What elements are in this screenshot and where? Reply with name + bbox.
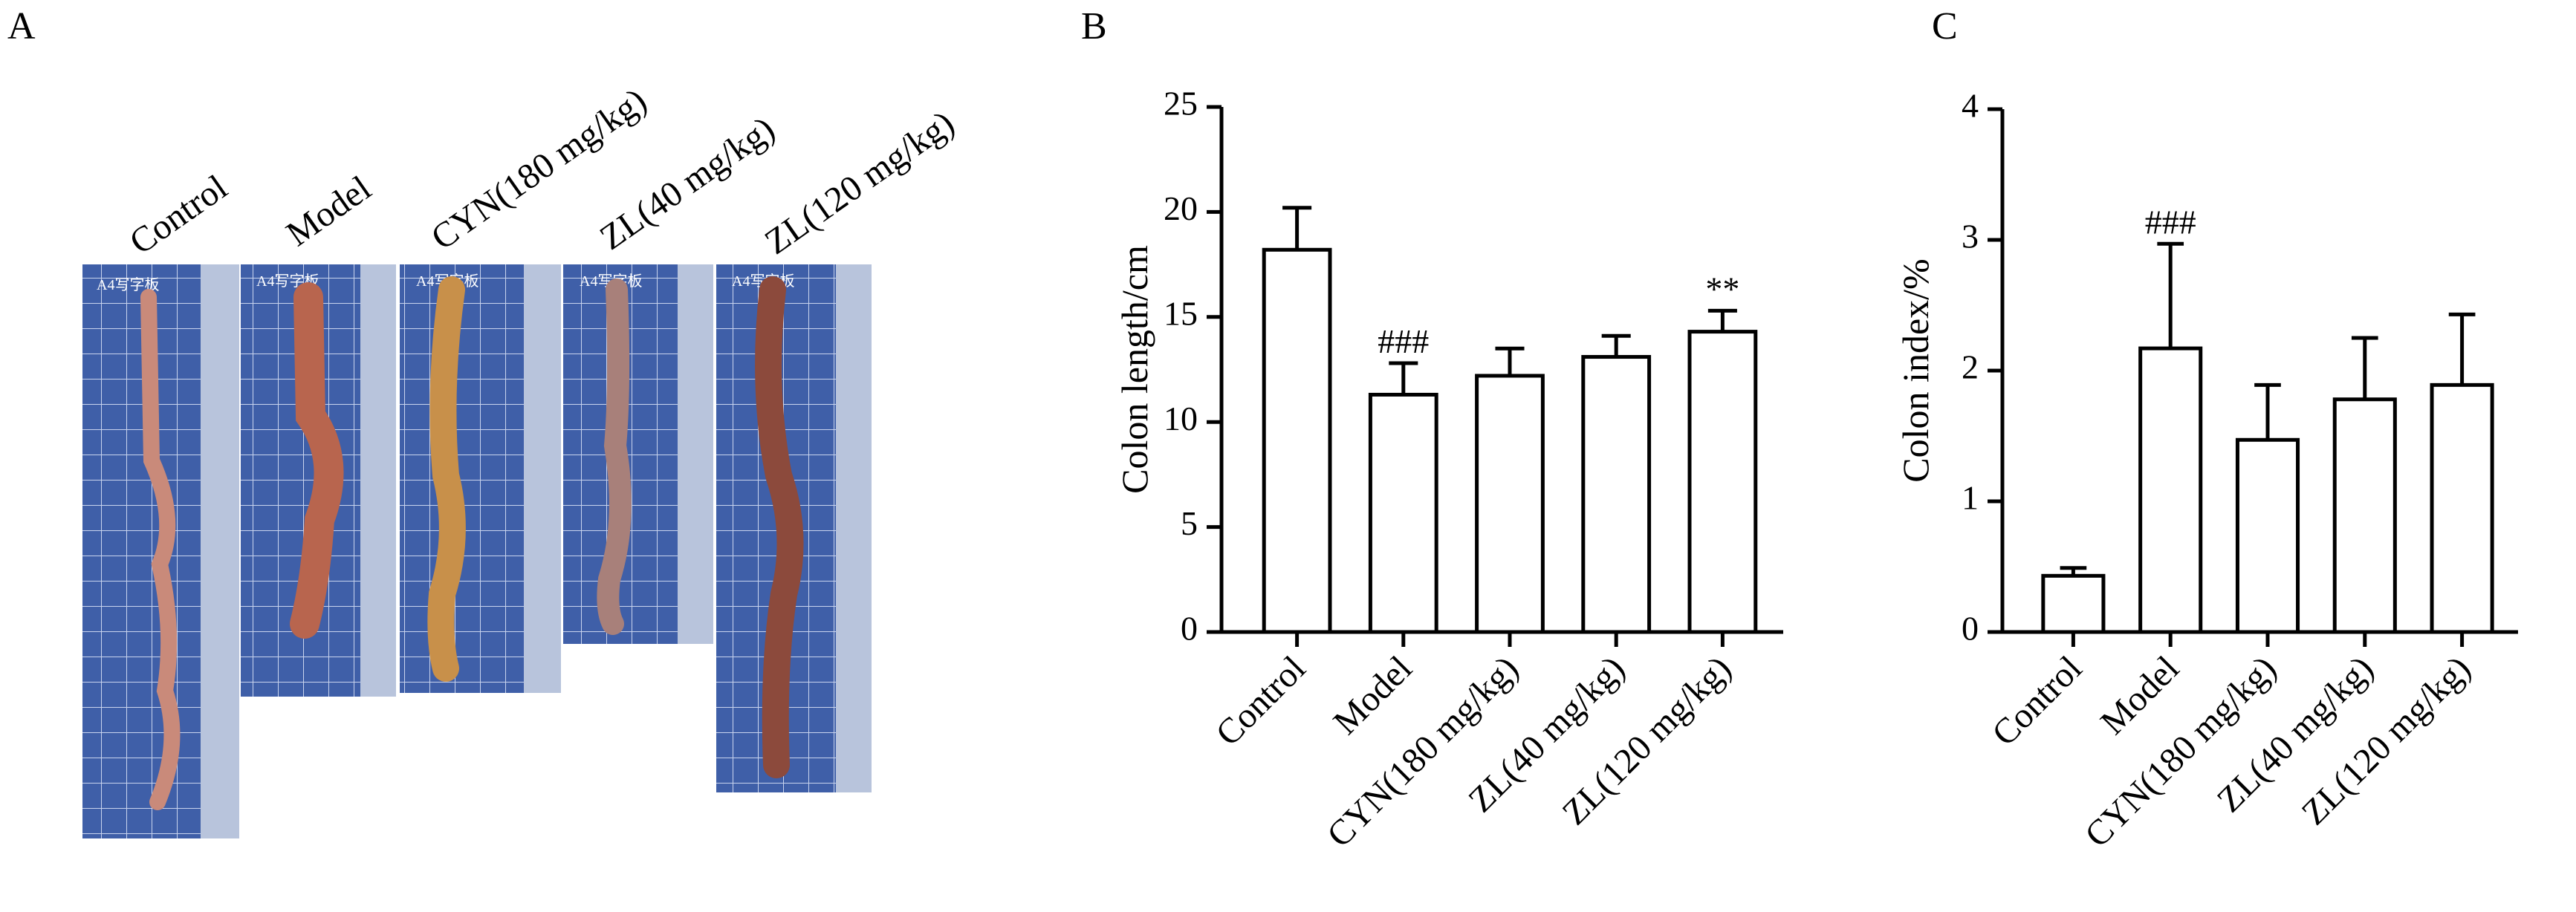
bar: [2235, 437, 2300, 634]
x-tick-label: Control: [1985, 648, 2089, 753]
photo-panel: A4写字板 A4写字板 A4写字板 A4写字板 A4写字板: [82, 264, 872, 838]
sample-label: ZL(120 mg/kg): [758, 103, 961, 262]
panel-label: A: [7, 5, 36, 48]
y-tick-label: 20: [1164, 189, 1198, 227]
y-tick-label: 4: [1962, 87, 1979, 125]
bar: [1687, 330, 1758, 634]
x-tick-label: Model: [2093, 648, 2187, 742]
bar: [1475, 374, 1545, 634]
bar: [1368, 392, 1438, 634]
bar: [1262, 247, 1332, 634]
y-tick-label: 0: [1962, 610, 1979, 648]
y-tick-label: 3: [1962, 218, 1979, 255]
x-tick-label: CYN(180 mg/kg): [1320, 648, 1526, 855]
panel-label: B: [1081, 5, 1107, 48]
bar: [1581, 355, 1652, 634]
x-tick-label: Model: [1326, 648, 1419, 742]
photo: A4写字板: [716, 264, 872, 792]
significance-label: **: [1705, 270, 1739, 307]
photo: A4写字板: [241, 264, 396, 697]
significance-label: ###: [1378, 322, 1429, 360]
panel-label: C: [1932, 5, 1958, 48]
y-axis-label: Colon index/%: [1895, 258, 1936, 482]
photo-text: A4写字板: [97, 276, 159, 293]
y-tick-label: 25: [1164, 85, 1198, 123]
bar: [2332, 397, 2397, 634]
bar: [2138, 346, 2203, 634]
y-tick-label: 5: [1181, 504, 1198, 542]
significance-label: ###: [2145, 203, 2196, 241]
y-tick-label: 0: [1181, 610, 1198, 648]
photo: A4写字板: [400, 264, 561, 693]
y-tick-label: 10: [1164, 400, 1198, 437]
x-tick-label: ZL(120 mg/kg): [2294, 648, 2479, 833]
y-tick-label: 2: [1962, 348, 1979, 386]
y-tick-label: 15: [1164, 294, 1198, 332]
sample-label: Control: [123, 167, 235, 262]
bar: [2041, 573, 2106, 634]
bar: [2430, 382, 2494, 634]
photo: A4写字板: [82, 264, 239, 838]
y-axis-label: Colon length/cm: [1114, 245, 1155, 494]
x-tick-label: Control: [1208, 648, 1313, 753]
photo: A4写字板: [563, 264, 713, 644]
sample-label: Model: [279, 169, 378, 254]
y-tick-label: 1: [1962, 479, 1979, 517]
